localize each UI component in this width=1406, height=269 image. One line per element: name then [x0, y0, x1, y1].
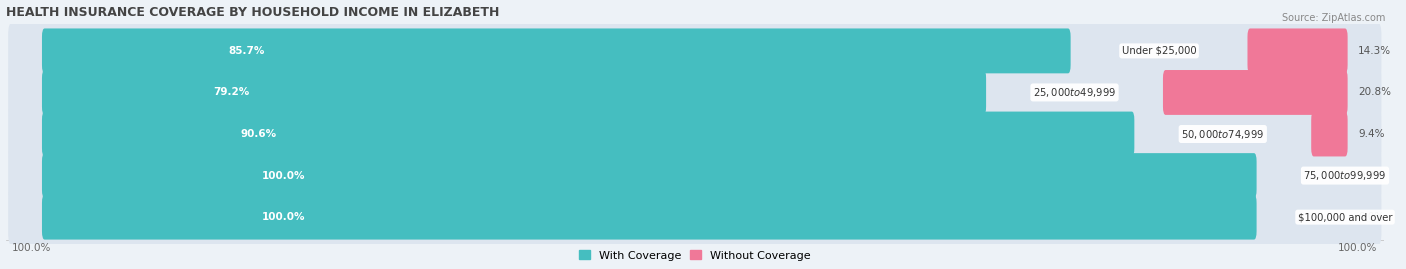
Text: 100.0%: 100.0%: [1339, 243, 1378, 253]
FancyBboxPatch shape: [1247, 29, 1347, 73]
Text: 0.0%: 0.0%: [1358, 171, 1385, 180]
FancyBboxPatch shape: [1163, 70, 1347, 115]
Text: $50,000 to $74,999: $50,000 to $74,999: [1181, 128, 1264, 140]
Text: 0.0%: 0.0%: [1358, 212, 1385, 222]
FancyBboxPatch shape: [42, 29, 1070, 73]
Text: $25,000 to $49,999: $25,000 to $49,999: [1033, 86, 1116, 99]
FancyBboxPatch shape: [8, 189, 1382, 245]
FancyBboxPatch shape: [1312, 112, 1347, 157]
Text: 9.4%: 9.4%: [1358, 129, 1385, 139]
FancyBboxPatch shape: [42, 70, 986, 115]
FancyBboxPatch shape: [8, 64, 1382, 121]
Text: 100.0%: 100.0%: [13, 243, 52, 253]
Text: 20.8%: 20.8%: [1358, 87, 1391, 97]
Text: 14.3%: 14.3%: [1358, 46, 1391, 56]
FancyBboxPatch shape: [42, 112, 1135, 157]
Legend: With Coverage, Without Coverage: With Coverage, Without Coverage: [575, 246, 815, 265]
Text: $75,000 to $99,999: $75,000 to $99,999: [1303, 169, 1386, 182]
Text: 85.7%: 85.7%: [229, 46, 266, 56]
FancyBboxPatch shape: [8, 147, 1382, 204]
FancyBboxPatch shape: [8, 23, 1382, 79]
Text: Source: ZipAtlas.com: Source: ZipAtlas.com: [1281, 13, 1385, 23]
Text: 90.6%: 90.6%: [240, 129, 277, 139]
Text: 100.0%: 100.0%: [263, 171, 305, 180]
Text: Under $25,000: Under $25,000: [1122, 46, 1197, 56]
Text: 100.0%: 100.0%: [263, 212, 305, 222]
FancyBboxPatch shape: [42, 153, 1257, 198]
FancyBboxPatch shape: [8, 106, 1382, 162]
Text: HEALTH INSURANCE COVERAGE BY HOUSEHOLD INCOME IN ELIZABETH: HEALTH INSURANCE COVERAGE BY HOUSEHOLD I…: [6, 6, 499, 19]
FancyBboxPatch shape: [42, 195, 1257, 240]
Text: 79.2%: 79.2%: [214, 87, 250, 97]
Text: $100,000 and over: $100,000 and over: [1298, 212, 1392, 222]
